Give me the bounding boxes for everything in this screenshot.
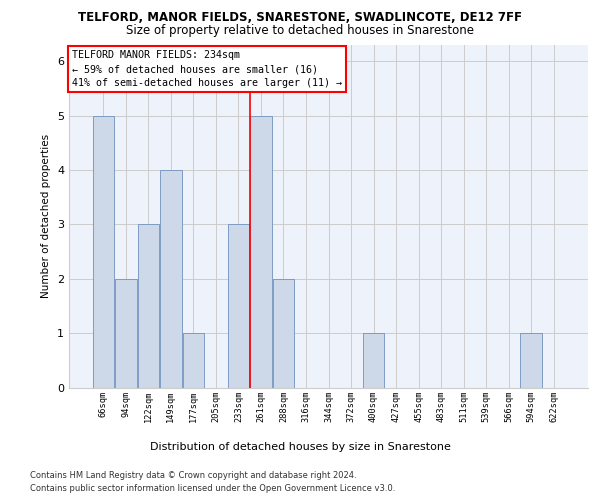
Bar: [520, 333, 542, 388]
Bar: [228, 224, 249, 388]
Bar: [92, 116, 114, 388]
Text: Size of property relative to detached houses in Snarestone: Size of property relative to detached ho…: [126, 24, 474, 37]
Text: TELFORD MANOR FIELDS: 234sqm
← 59% of detached houses are smaller (16)
41% of se: TELFORD MANOR FIELDS: 234sqm ← 59% of de…: [71, 50, 341, 88]
Bar: [363, 333, 384, 388]
Bar: [137, 224, 159, 388]
Bar: [115, 279, 137, 388]
Bar: [250, 116, 272, 388]
Bar: [182, 333, 204, 388]
Bar: [273, 279, 294, 388]
Text: Distribution of detached houses by size in Snarestone: Distribution of detached houses by size …: [149, 442, 451, 452]
Y-axis label: Number of detached properties: Number of detached properties: [41, 134, 52, 298]
Text: Contains public sector information licensed under the Open Government Licence v3: Contains public sector information licen…: [30, 484, 395, 493]
Bar: [160, 170, 182, 388]
Text: TELFORD, MANOR FIELDS, SNARESTONE, SWADLINCOTE, DE12 7FF: TELFORD, MANOR FIELDS, SNARESTONE, SWADL…: [78, 11, 522, 24]
Text: Contains HM Land Registry data © Crown copyright and database right 2024.: Contains HM Land Registry data © Crown c…: [30, 471, 356, 480]
